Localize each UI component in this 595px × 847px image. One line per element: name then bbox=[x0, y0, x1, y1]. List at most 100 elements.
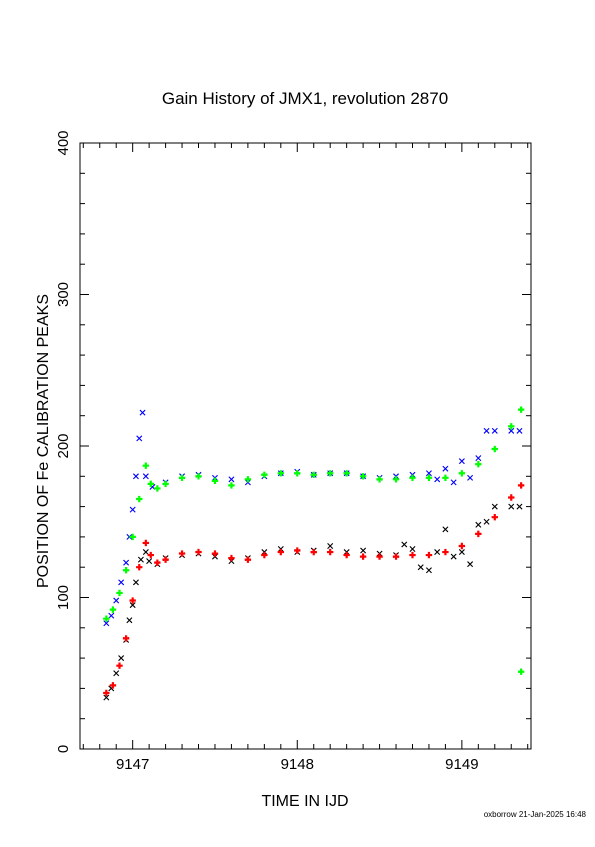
data-point bbox=[508, 503, 515, 510]
data-point bbox=[136, 495, 143, 503]
data-point bbox=[434, 549, 441, 556]
series-2 bbox=[103, 406, 525, 675]
data-point bbox=[211, 477, 219, 485]
data-point bbox=[244, 556, 252, 563]
y-axis-label: POSITION OF Fe CALIBRATION PEAKS bbox=[35, 294, 52, 588]
data-point bbox=[442, 465, 449, 472]
data-point bbox=[116, 589, 123, 597]
data-point bbox=[147, 551, 154, 559]
y-tick-label: 300 bbox=[55, 282, 72, 307]
data-point bbox=[132, 579, 139, 586]
series-3 bbox=[103, 482, 525, 697]
data-point bbox=[178, 474, 186, 482]
data-point bbox=[442, 526, 449, 533]
footer-stamp: oxborrow 21-Jan-2025 16:48 bbox=[484, 810, 587, 819]
data-point bbox=[327, 543, 334, 549]
data-point bbox=[483, 518, 490, 525]
data-point bbox=[103, 620, 110, 627]
data-point bbox=[392, 553, 400, 560]
data-point bbox=[310, 471, 317, 478]
data-point bbox=[294, 547, 301, 554]
data-point bbox=[458, 470, 466, 477]
data-point bbox=[123, 559, 130, 566]
data-point bbox=[475, 460, 482, 468]
data-point bbox=[137, 556, 144, 563]
data-point bbox=[118, 579, 125, 586]
plot-marks bbox=[103, 406, 525, 701]
y-tick-label: 0 bbox=[55, 745, 72, 753]
axis-ticks: 0 100 200 300 400 9147 9148 9149 bbox=[55, 130, 531, 773]
data-point bbox=[425, 567, 432, 574]
data-point bbox=[491, 427, 498, 434]
data-point bbox=[139, 409, 146, 416]
data-point bbox=[211, 550, 219, 557]
data-point bbox=[294, 470, 301, 477]
data-point bbox=[458, 458, 465, 465]
data-point bbox=[146, 558, 153, 565]
data-point bbox=[310, 548, 317, 556]
plot-frame bbox=[79, 142, 532, 750]
x-axis-label: TIME IN IJD bbox=[261, 793, 348, 810]
data-point bbox=[116, 662, 123, 669]
data-point bbox=[343, 470, 350, 477]
data-point bbox=[132, 473, 139, 480]
data-point bbox=[359, 553, 367, 560]
data-point bbox=[228, 482, 235, 489]
data-point bbox=[450, 553, 457, 560]
data-point bbox=[409, 546, 416, 553]
series-1 bbox=[103, 503, 523, 701]
data-point bbox=[425, 470, 432, 477]
y-tick-label: 200 bbox=[55, 433, 72, 458]
data-point bbox=[277, 548, 285, 556]
data-point bbox=[475, 530, 482, 538]
data-point bbox=[126, 617, 133, 624]
data-point bbox=[129, 602, 136, 609]
data-point bbox=[475, 521, 482, 528]
data-point bbox=[142, 549, 149, 556]
data-point bbox=[244, 476, 252, 483]
data-point bbox=[491, 514, 498, 521]
data-point bbox=[491, 445, 498, 453]
data-point bbox=[118, 655, 125, 662]
data-point bbox=[129, 597, 136, 604]
data-point bbox=[147, 480, 154, 488]
data-point bbox=[343, 551, 350, 559]
data-point bbox=[434, 476, 441, 483]
data-point bbox=[136, 564, 143, 571]
data-point bbox=[450, 479, 457, 486]
data-point bbox=[376, 476, 383, 483]
data-point bbox=[392, 476, 400, 483]
data-point bbox=[129, 506, 136, 513]
data-point bbox=[516, 427, 523, 434]
data-point bbox=[475, 455, 482, 462]
data-point bbox=[108, 612, 115, 619]
data-point bbox=[162, 556, 169, 563]
data-point bbox=[154, 559, 161, 566]
data-point bbox=[458, 549, 465, 556]
chart-title: Gain History of JMX1, revolution 2870 bbox=[162, 89, 448, 108]
data-point bbox=[517, 406, 525, 413]
data-point bbox=[467, 561, 474, 568]
data-point bbox=[409, 474, 416, 482]
data-point bbox=[162, 480, 169, 488]
data-point bbox=[442, 548, 449, 556]
data-point bbox=[442, 474, 449, 482]
data-point bbox=[508, 427, 515, 434]
data-point bbox=[228, 476, 235, 483]
data-point bbox=[109, 606, 117, 613]
data-point bbox=[154, 485, 161, 492]
data-point bbox=[136, 435, 143, 442]
data-point bbox=[129, 533, 136, 541]
data-point bbox=[376, 553, 383, 560]
data-point bbox=[516, 503, 523, 510]
y-tick-label: 100 bbox=[55, 585, 72, 610]
data-point bbox=[425, 474, 433, 482]
data-point bbox=[109, 682, 117, 689]
y-tick-label: 400 bbox=[55, 130, 72, 155]
data-point bbox=[508, 423, 515, 430]
data-point bbox=[483, 427, 490, 434]
data-point bbox=[491, 503, 498, 510]
data-point bbox=[113, 597, 120, 604]
